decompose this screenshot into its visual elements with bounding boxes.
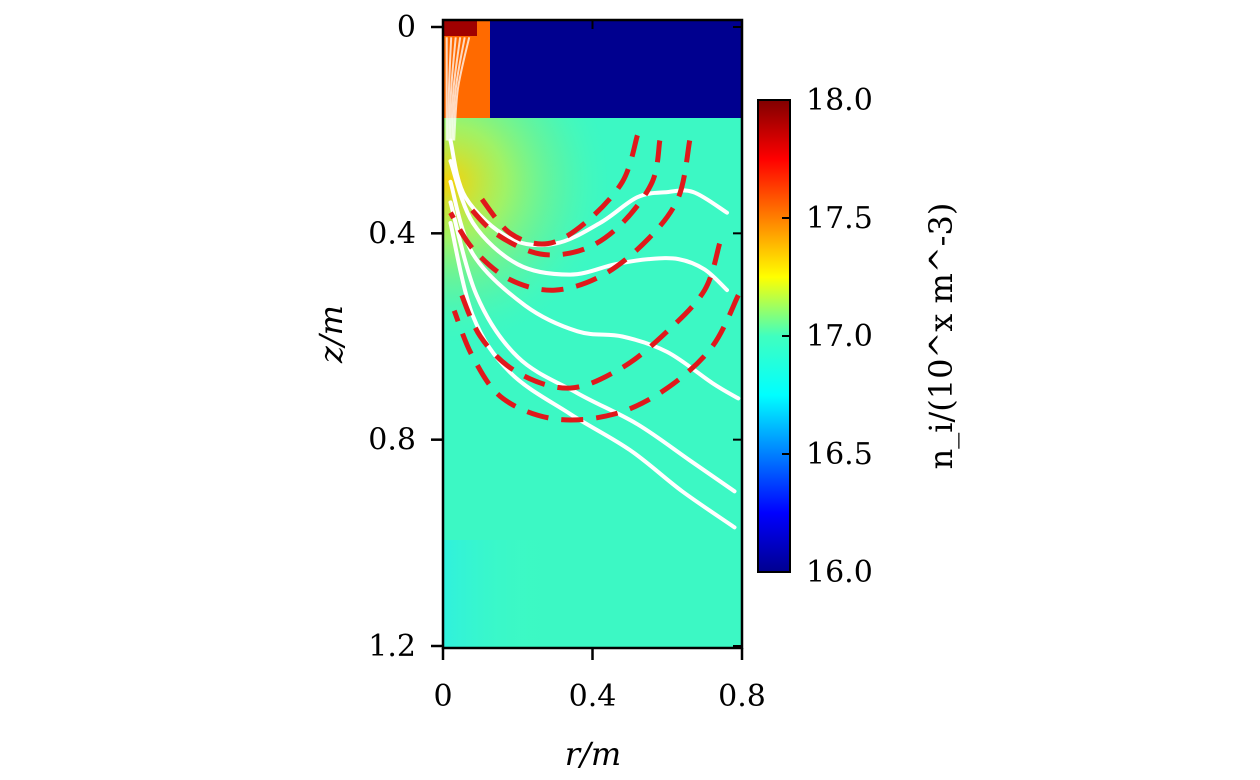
beam-fan-line-6: [453, 37, 471, 141]
beam-fan-line-5: [451, 37, 466, 141]
field-lines-white: [445, 37, 741, 530]
x-axis: 0 0.4 0.8: [433, 20, 766, 714]
beam-fan-line-3: [448, 37, 457, 141]
colorbar: 16.0 16.5 17.0 17.5 18.0 n_i/(10^x m^-3): [757, 83, 960, 590]
x-tick-label: 0: [433, 679, 452, 714]
colorbar-tick-label: 18.0: [806, 83, 873, 118]
y-tick-label: 0: [397, 10, 416, 45]
contour-line-1: [478, 134, 640, 247]
y-axis-label-text: z/m: [312, 305, 350, 364]
x-tick-label: 0.8: [718, 679, 766, 714]
y-tick-label: 1.2: [368, 629, 416, 664]
colorbar-tick-label: 17.0: [806, 319, 873, 354]
y-axis-label: z/m: [312, 305, 350, 364]
y-axis: 0 0.4 0.8 1.2: [368, 10, 742, 664]
lower-field-shading: [443, 540, 553, 648]
colorbar-tick-label: 16.5: [806, 437, 873, 472]
contour-line-2: [463, 140, 663, 258]
source-glow: [443, 110, 742, 410]
field-line-3: [448, 179, 741, 401]
colorbar-tick-label: 16.0: [806, 555, 873, 590]
contour-line-3: [448, 140, 693, 293]
source-core: [443, 20, 477, 36]
field-line-4: [448, 200, 737, 494]
colorbar-label: n_i/(10^x m^-3): [922, 203, 960, 470]
y-tick-label: 0.8: [368, 423, 416, 458]
field-line-2: [448, 159, 729, 293]
colorbar-tick-label: 17.5: [806, 201, 873, 236]
x-tick-label: 0.4: [569, 679, 617, 714]
coil-region: [490, 20, 742, 118]
plot-area: [443, 20, 742, 648]
x-axis-label-text: r/m: [565, 735, 621, 773]
colorbar-ticks: 16.0 16.5 17.0 17.5 18.0: [782, 83, 873, 590]
contour-lines-red-dashed: [448, 134, 741, 423]
beam-fan-line-4: [450, 37, 462, 141]
x-axis-label: r/m: [565, 735, 621, 773]
field-line-5: [448, 221, 737, 530]
y-tick-label: 0.4: [368, 216, 416, 251]
contour-line-4: [455, 242, 723, 391]
beam-fan-line-2: [447, 37, 453, 141]
